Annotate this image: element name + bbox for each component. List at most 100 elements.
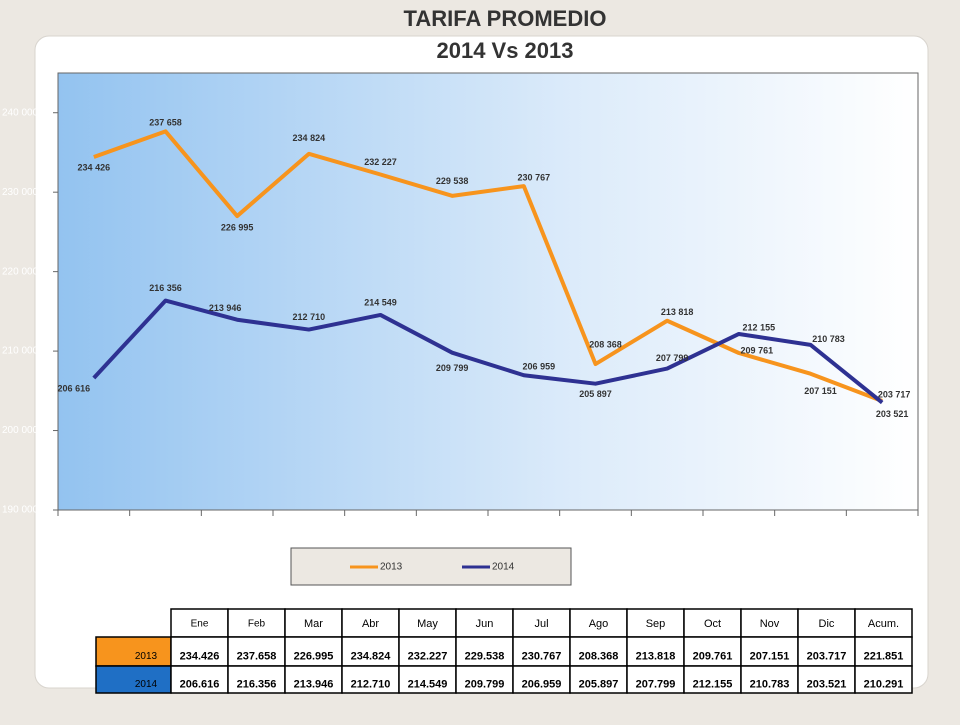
header-text: Mar bbox=[304, 618, 323, 630]
header-text: Ene bbox=[191, 619, 209, 630]
cell-text: 234.426 bbox=[180, 650, 220, 662]
data-label: 203 717 bbox=[878, 389, 911, 399]
data-label: 232 227 bbox=[364, 157, 397, 167]
cell-text: 2014 bbox=[135, 679, 158, 690]
cell-text: 2013 bbox=[135, 651, 158, 662]
header-text: Acum. bbox=[868, 618, 899, 630]
y-tick-label: 220 000 bbox=[2, 266, 39, 277]
data-label: 212 710 bbox=[293, 312, 326, 322]
data-label: 209 761 bbox=[741, 345, 774, 355]
cell bbox=[569, 665, 628, 694]
header-cell bbox=[626, 608, 685, 638]
cell-text: 206.959 bbox=[522, 678, 562, 690]
plot: 234 426 237 658 226 995 234 824 232 227 229 5… bbox=[53, 112, 919, 516]
cell-text: 214.549 bbox=[408, 678, 448, 690]
cell-text: 210.783 bbox=[750, 678, 790, 690]
cell-text: 237.658 bbox=[237, 650, 277, 662]
cell-text: 230.767 bbox=[522, 650, 562, 662]
line-series bbox=[92, 298, 884, 405]
cell-text: 213.818 bbox=[636, 650, 676, 662]
data-label: 213 818 bbox=[661, 307, 694, 317]
legend-label: 2014 bbox=[492, 562, 515, 573]
header-cell bbox=[569, 608, 628, 638]
data-label: 208 368 bbox=[589, 339, 622, 349]
header-text: Dic bbox=[819, 618, 835, 630]
data-label: 206 959 bbox=[523, 362, 556, 372]
data-label: 206 616 bbox=[58, 383, 91, 393]
header-text: Oct bbox=[704, 618, 721, 630]
cell-text: 213.946 bbox=[294, 678, 334, 690]
cell bbox=[170, 665, 229, 694]
y-tick-label: 240 000 bbox=[2, 107, 39, 118]
data-label: 237 658 bbox=[149, 118, 182, 128]
header-cell bbox=[797, 608, 856, 638]
header-cell bbox=[854, 608, 913, 638]
header-text: Abr bbox=[362, 618, 379, 630]
cell-text: 207.151 bbox=[750, 650, 790, 662]
data-label: 209 799 bbox=[436, 363, 469, 373]
cell bbox=[341, 665, 400, 694]
line-series bbox=[93, 129, 883, 403]
cell-text: 208.368 bbox=[579, 650, 619, 662]
data-label: 234 824 bbox=[293, 133, 326, 143]
header-text: Feb bbox=[248, 619, 266, 630]
cell-text: 212.155 bbox=[693, 678, 733, 690]
data-label: 207 799 bbox=[656, 353, 689, 363]
legend-items: 2013 2014 bbox=[350, 562, 515, 573]
cell-text: 234.824 bbox=[351, 650, 392, 662]
header-text: May bbox=[417, 618, 438, 630]
cell bbox=[284, 665, 343, 694]
data-label: 210 783 bbox=[812, 334, 845, 344]
header-cell bbox=[455, 608, 514, 638]
cell bbox=[740, 665, 799, 694]
cell-text: 210.291 bbox=[864, 678, 904, 690]
cell-text: 203.521 bbox=[807, 678, 847, 690]
y-tick-label: 190 000 bbox=[2, 505, 39, 516]
data-label: 216 356 bbox=[149, 283, 182, 293]
y-tick-label: 200 000 bbox=[2, 425, 39, 436]
header-text: Ago bbox=[589, 618, 609, 630]
cell-text: 203.717 bbox=[807, 650, 847, 662]
y-labels: 190 000 200 000 210 000 220 000 230 000 240 0… bbox=[2, 107, 39, 516]
plot-area bbox=[57, 72, 919, 511]
data-label: 212 155 bbox=[743, 322, 776, 332]
cell-text: 209.799 bbox=[465, 678, 505, 690]
cell bbox=[455, 636, 514, 667]
cell bbox=[683, 636, 742, 667]
data-label: 214 549 bbox=[364, 297, 397, 307]
data-label: 203 521 bbox=[876, 409, 909, 419]
header-text: Sep bbox=[646, 618, 666, 630]
cell-text: 206.616 bbox=[180, 678, 220, 690]
data-label: 230 767 bbox=[518, 172, 551, 182]
cell-text: 232.227 bbox=[408, 650, 448, 662]
cell-text: 221.851 bbox=[864, 650, 904, 662]
cell bbox=[95, 665, 172, 694]
y-tick-label: 230 000 bbox=[2, 187, 39, 198]
cell bbox=[512, 665, 571, 694]
data-label: 207 151 bbox=[804, 386, 837, 396]
title: TARIFA PROMEDIO bbox=[404, 6, 607, 31]
y-tick-label: 210 000 bbox=[2, 346, 39, 357]
cell bbox=[569, 636, 628, 667]
legend bbox=[290, 547, 572, 586]
cell bbox=[170, 636, 229, 667]
data-label: 234 426 bbox=[78, 162, 111, 172]
subtitle: 2014 Vs 2013 bbox=[436, 38, 573, 63]
cell bbox=[95, 636, 172, 667]
cell-text: 226.995 bbox=[294, 650, 334, 662]
table: Ene Feb Mar Abr May Jun Jul Ago Sep Oct Nov Dic Acum… bbox=[95, 608, 913, 694]
cell-text: 216.356 bbox=[237, 678, 277, 690]
cell-text: 205.897 bbox=[579, 678, 619, 690]
cell-text: 229.538 bbox=[465, 650, 505, 662]
data-label: 205 897 bbox=[579, 389, 612, 399]
header-cell bbox=[227, 608, 286, 638]
header-text: Jul bbox=[534, 618, 548, 630]
cell-text: 207.799 bbox=[636, 678, 676, 690]
header-cell bbox=[341, 608, 400, 638]
data-label: 213 946 bbox=[209, 303, 242, 313]
cell bbox=[797, 665, 856, 694]
header-cell bbox=[740, 608, 799, 638]
cell bbox=[227, 636, 286, 667]
